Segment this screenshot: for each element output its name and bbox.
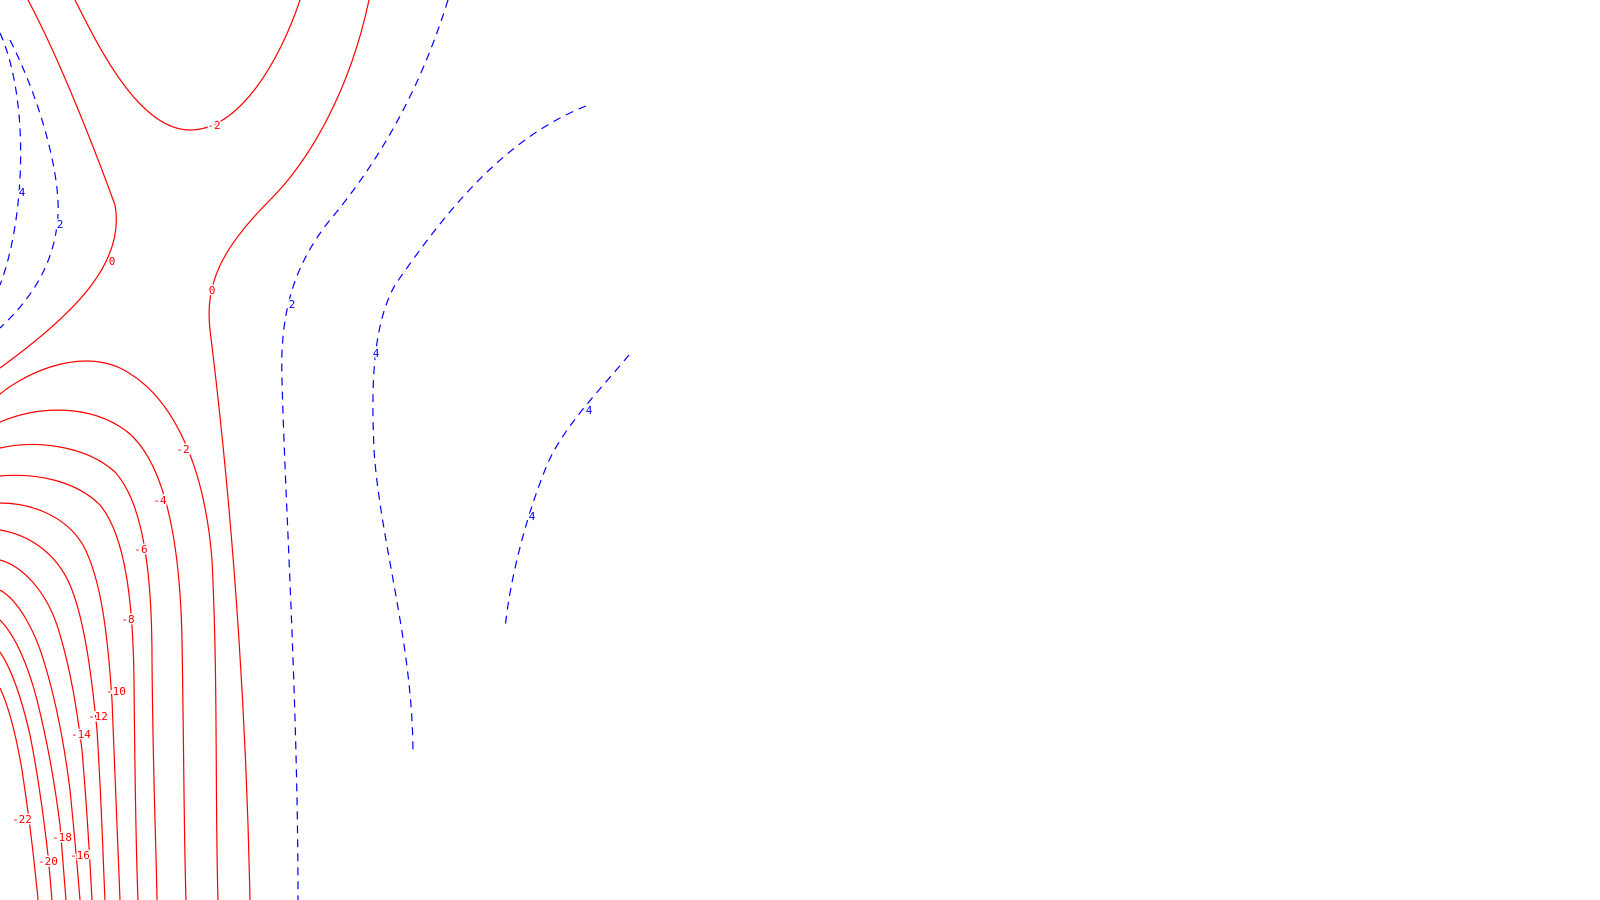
contour-label: 0 [109,255,116,268]
contour-line-level-neg18 [0,619,67,900]
contour-label: 4 [586,404,593,417]
contour-line-level-0 [208,0,370,900]
contour-label: -2 [176,443,189,456]
contour-label: -18 [52,831,72,844]
contour-lines [0,0,630,900]
contour-label: -14 [71,728,91,741]
contour-label: -4 [153,494,167,507]
contour-line-level-4 [504,354,630,629]
contour-line-level-0 [0,0,117,369]
contour-line-level-2 [281,0,449,900]
contour-line-level-neg12 [0,529,106,900]
contour-line-level-neg22 [0,687,39,900]
contour-line-level-2 [0,39,59,329]
contour-label: -20 [38,855,58,868]
contour-label: 2 [289,298,296,311]
contour-line-level-neg2 [74,0,301,131]
contour-label: -16 [70,849,90,862]
contour-line-level-neg4 [0,409,187,900]
contour-label: -12 [88,710,108,723]
contour-line-level-neg8 [0,474,139,900]
contour-label: -6 [134,543,147,556]
contour-label: -8 [121,613,134,626]
contour-line-level-neg6 [0,443,158,900]
contour-line-level-neg20 [0,651,53,900]
contour-line-level-neg2 [0,360,219,900]
contour-label: -22 [12,813,32,826]
contour-label: 4 [19,186,26,199]
contour-label: 2 [57,218,64,231]
contour-label: -10 [106,685,126,698]
contour-line-level-4 [372,105,587,751]
contour-line-level-neg10 [0,502,121,900]
contour-line-level-neg16 [0,589,81,900]
contour-label: 0 [209,284,216,297]
contour-line-level-neg14 [0,559,93,900]
contour-label: 4 [373,347,380,360]
contour-label: -2 [207,119,220,132]
contour-label: 4 [529,510,536,523]
contour-line-level-4 [0,32,22,286]
